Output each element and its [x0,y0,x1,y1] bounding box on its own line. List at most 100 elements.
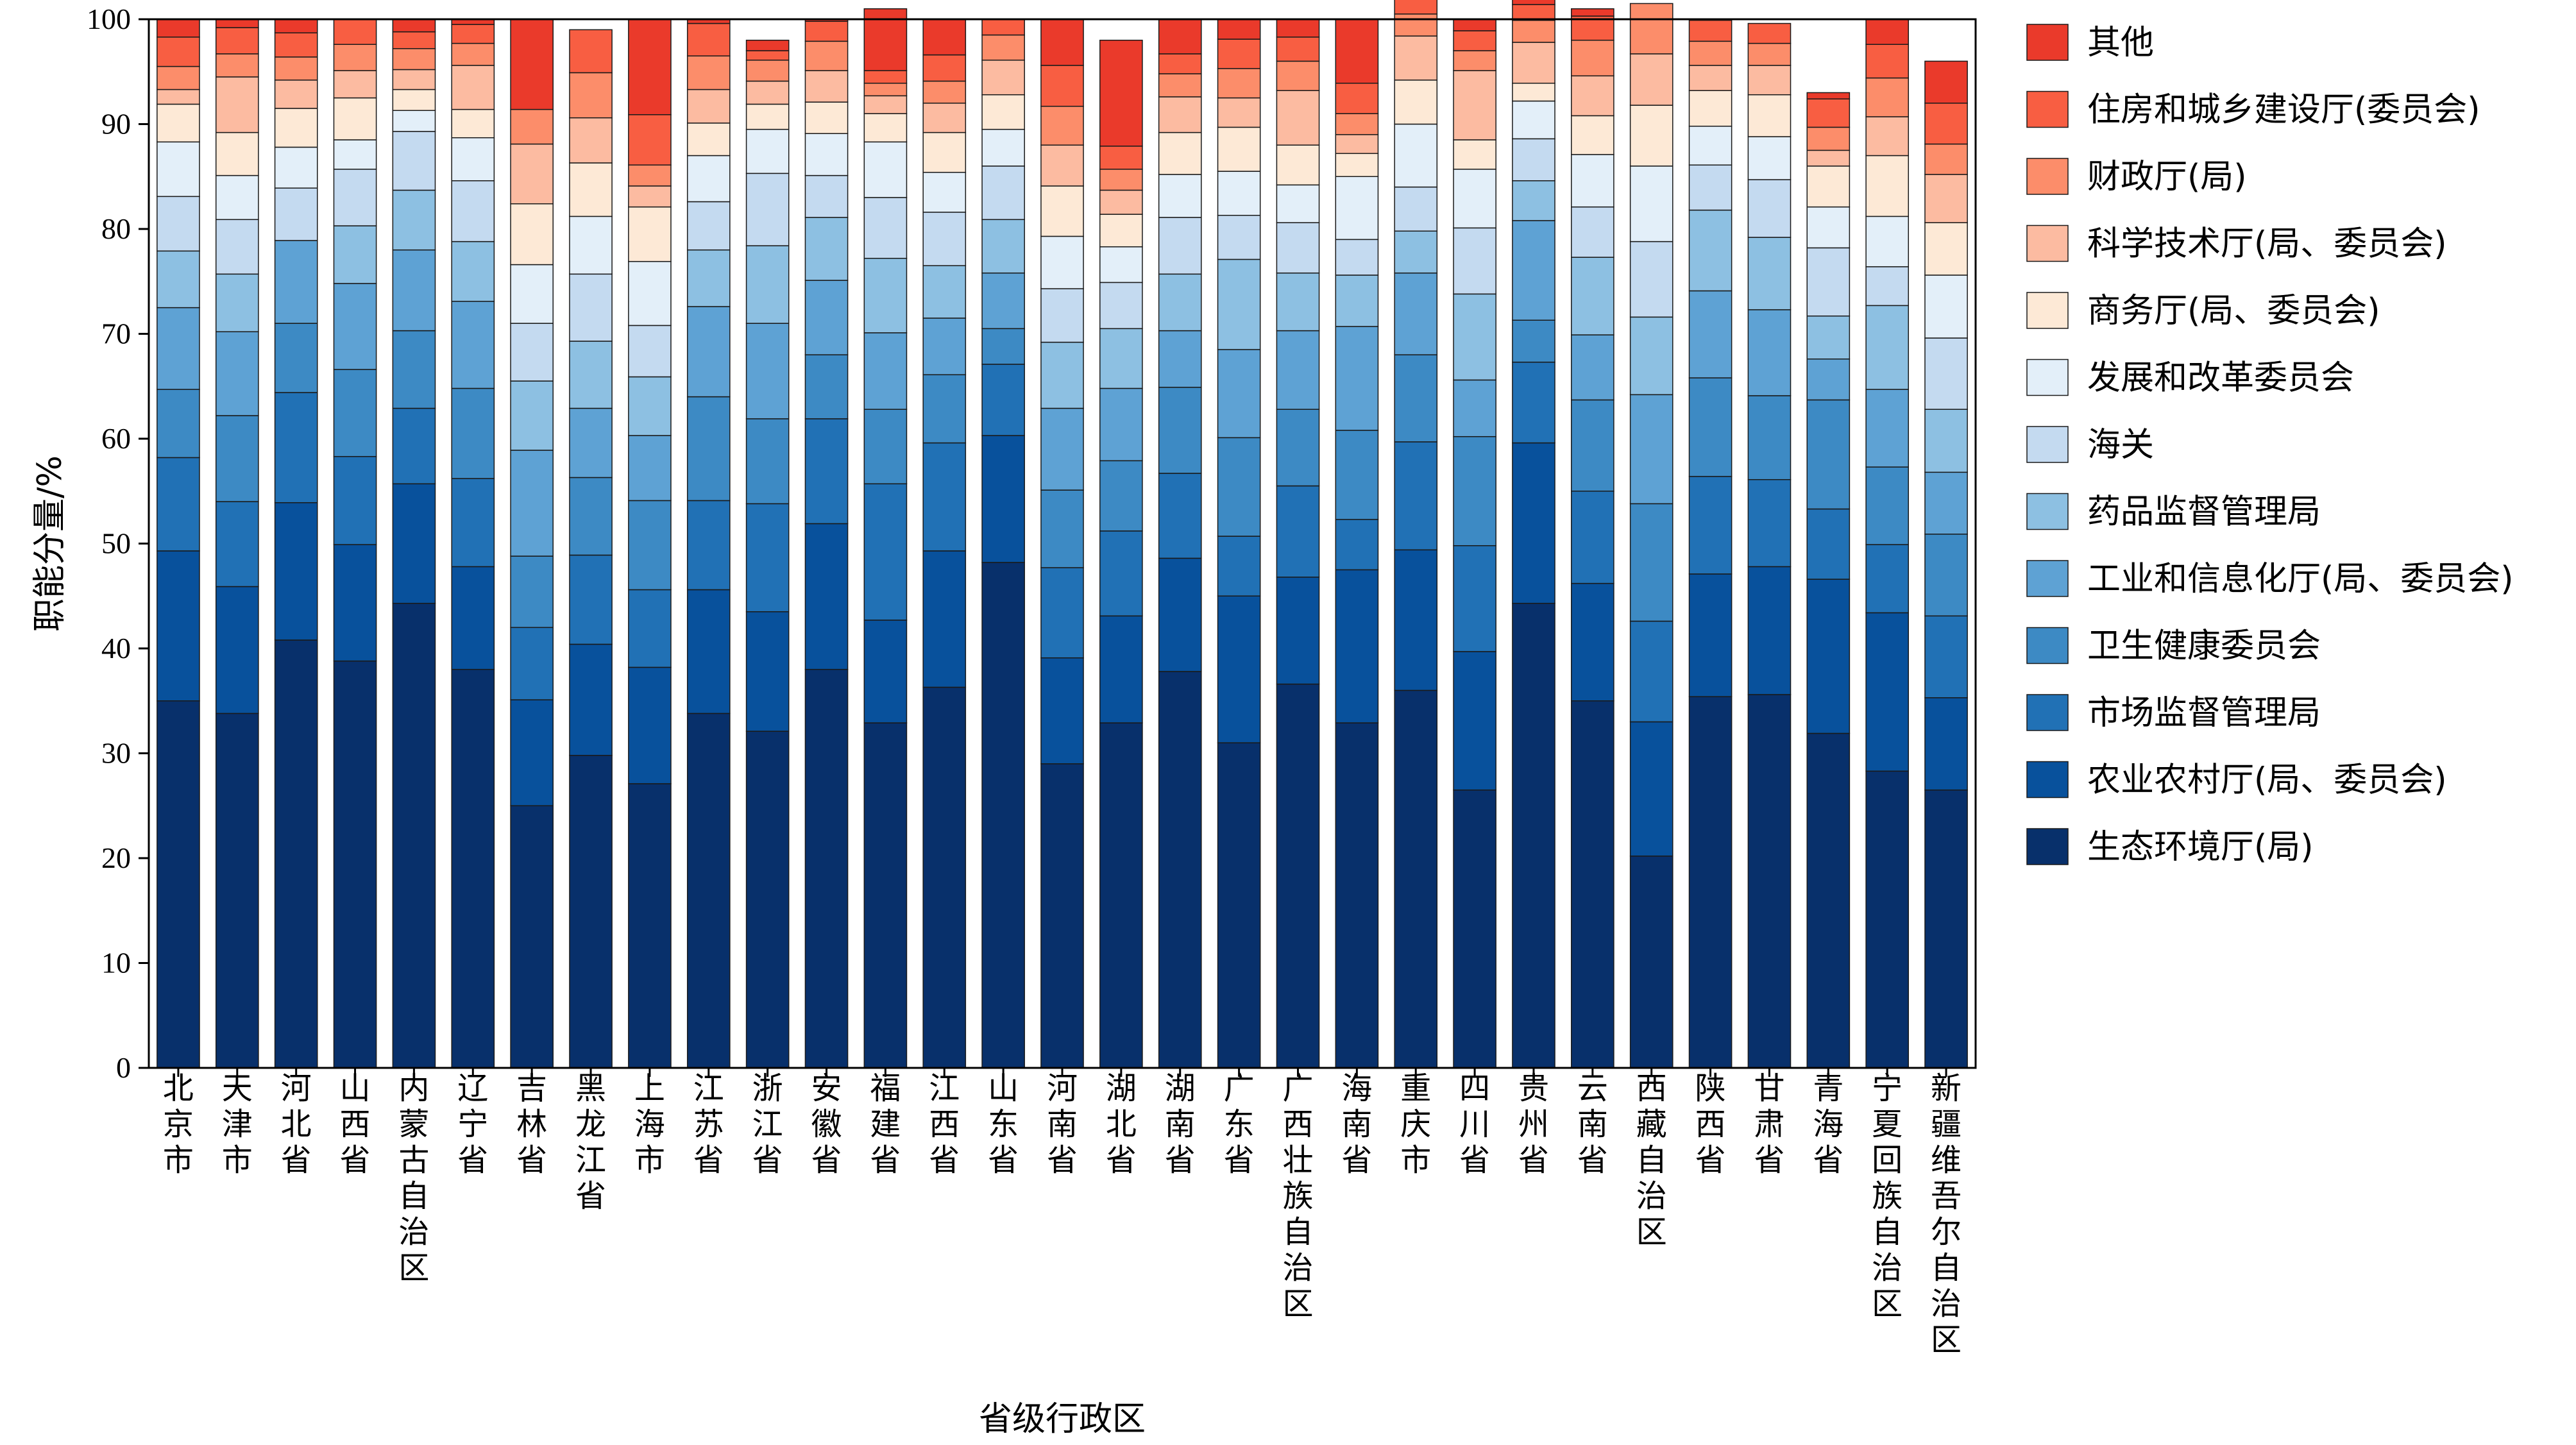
bar-segment [215,53,259,78]
bar-segment [1158,217,1202,275]
bar-segment [981,19,1025,36]
bar-segment [1629,165,1674,242]
bar-segment [1512,220,1555,321]
x-tick-label: 甘肃省 [1754,1070,1784,1178]
bar-segment [215,586,259,714]
bar-segment [1806,206,1851,249]
bar-segment [804,133,849,176]
x-tick-label: 湖北省 [1106,1070,1137,1178]
bar-segment [1571,206,1614,258]
bar-segment [1335,82,1379,114]
bar-segment [274,80,318,109]
bar-segment [510,264,554,324]
bar-segment [333,544,377,662]
bar-segment [1806,98,1851,128]
bar-segment [1394,689,1438,1069]
bar-segment [392,48,436,71]
bar-segment [1040,763,1084,1069]
bar-segment [1217,19,1261,40]
bar-segment [1865,466,1910,545]
bar-segment [1276,485,1320,578]
bar-segment [1747,395,1792,480]
x-tick-label: 黑龙江省 [575,1070,606,1214]
legend-swatch [2026,292,2069,329]
x-tick-label: 上海市 [634,1070,665,1178]
bar-segment [1629,394,1674,505]
y-tick-label: 10 [101,947,131,979]
bar-segment [1512,319,1555,363]
bar-segment [1571,334,1614,401]
bar-segment [804,418,849,525]
bar-segment [569,29,613,74]
bar-segment [686,249,731,307]
bar-segment [686,123,731,156]
bar-segment [1865,389,1910,468]
bar-segment [1453,651,1496,791]
bar-segment [1806,579,1851,734]
bar-segment [1217,97,1261,128]
bar-segment [510,805,554,1069]
bar-segment [569,554,613,645]
bar-segment [569,477,613,556]
bar-segment [274,108,318,148]
bar-segment [863,483,908,621]
bar-segment [1688,126,1733,166]
bar-segment [510,108,554,145]
bar-segment [1335,19,1379,84]
bar-segment [922,54,967,82]
x-tick-label: 广东省 [1224,1070,1255,1178]
y-tick-label: 80 [101,212,131,245]
bar-segment [1571,491,1614,584]
bar-segment [333,169,377,226]
bar-segment [510,699,554,806]
bar-segment [922,265,967,319]
bar-segment [1158,273,1202,332]
bar-segment [510,380,554,451]
bar-segment [1394,13,1438,37]
bar-segment [1571,75,1614,117]
bar-segment [274,392,318,503]
bar-segment [1512,19,1555,43]
x-tick-label: 山西省 [340,1070,371,1178]
x-tick-label: 新疆维吾尔自治区 [1931,1070,1962,1358]
bar-segment [1629,503,1674,622]
bar-segment [1512,42,1555,84]
x-tick-label: 河北省 [281,1070,312,1178]
bar-segment [274,502,318,641]
x-tick-label: 福建省 [870,1070,901,1178]
legend-label: 药品监督管理局 [2087,493,2321,532]
bar-segment [1629,105,1674,167]
bar-segment [1747,65,1792,96]
bar-segment [745,103,790,130]
bar-segment [981,128,1025,167]
bar-segment [1688,19,1733,42]
bar-segment [1924,275,1968,339]
x-tick-label: 江西省 [929,1070,960,1178]
bar-segment [1276,144,1320,186]
y-tick-label: 50 [101,527,131,560]
bar-segment [1629,855,1674,1069]
bar-segment [686,396,731,502]
bar-segment [333,70,377,99]
bar-segment [1924,174,1968,223]
bar-segment [863,258,908,334]
y-tick-label: 0 [116,1051,131,1084]
bar-segment [922,374,967,444]
bar-segment [981,34,1025,61]
bar-segment [451,65,495,110]
bar-segment [451,24,495,44]
y-axis: 0 10 20 30 40 50 60 70 80 90 100 [87,3,149,1084]
bar-segment [1924,697,1968,791]
bar-segment [981,435,1025,563]
bar-segment [1335,519,1379,571]
bar-segment [510,555,554,629]
bar-segment [1217,214,1261,260]
bar-segment [686,589,731,714]
bar-segment [1512,82,1555,102]
bar-segment [1924,60,1968,104]
bar-segment [1158,387,1202,474]
bar-segment [745,173,790,246]
bar-segment [745,245,790,324]
bar-segment [1217,437,1261,537]
bar-segment [1865,44,1910,79]
